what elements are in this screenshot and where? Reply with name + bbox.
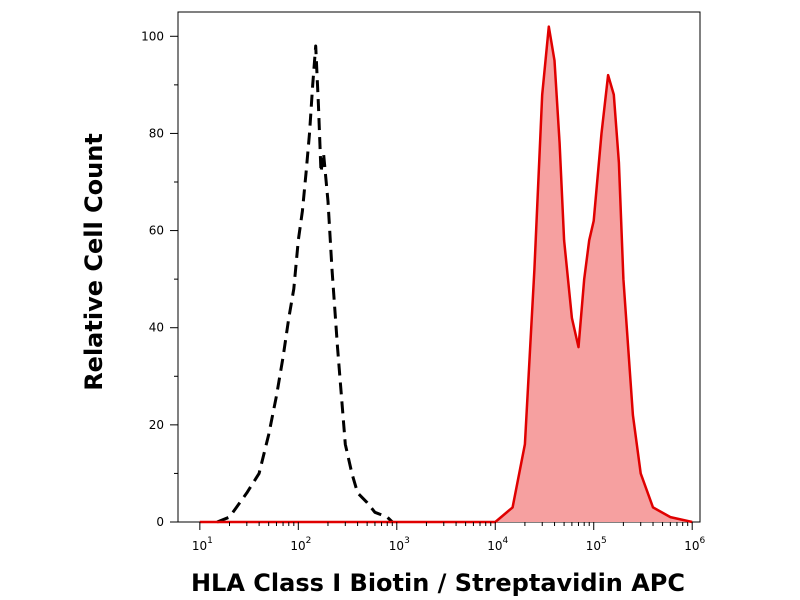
series-2-area <box>199 26 693 522</box>
x-tick-base: 10 <box>487 539 502 553</box>
x-axis: 101 102 103 104 105 106 <box>192 522 705 553</box>
x-tick-base: 10 <box>290 539 305 553</box>
x-tick-exponent: 1 <box>207 536 213 546</box>
x-axis-title: HLA Class I Biotin / Streptavidin APC <box>191 569 685 597</box>
x-tick-exponent: 6 <box>699 536 705 546</box>
x-tick-label: 103 <box>389 536 410 553</box>
series-1-line <box>216 44 394 524</box>
x-tick-exponent: 4 <box>503 536 509 546</box>
y-tick-label: 20 <box>149 418 164 432</box>
x-tick-exponent: 2 <box>306 536 312 546</box>
y-axis-title: Relative Cell Count <box>80 133 108 391</box>
x-tick-label: 104 <box>487 536 508 553</box>
x-tick-base: 10 <box>586 539 601 553</box>
y-tick-label: 40 <box>149 321 164 335</box>
y-tick-label: 100 <box>141 29 164 43</box>
y-tick-label: 0 <box>156 515 164 529</box>
series-layer <box>199 25 693 524</box>
x-tick-label: 105 <box>586 536 607 553</box>
y-tick-label: 60 <box>149 224 164 238</box>
series-2-line <box>199 25 693 524</box>
x-tick-label: 102 <box>290 536 311 553</box>
x-tick-exponent: 5 <box>601 536 607 546</box>
y-axis: 0 20 40 60 80 100 <box>141 29 178 529</box>
x-tick-base: 10 <box>192 539 207 553</box>
x-tick-label: 101 <box>192 536 213 553</box>
y-tick-label: 80 <box>149 126 164 140</box>
x-tick-exponent: 3 <box>404 536 410 546</box>
x-tick-label: 106 <box>684 536 705 553</box>
x-tick-base: 10 <box>684 539 699 553</box>
x-tick-base: 10 <box>389 539 404 553</box>
